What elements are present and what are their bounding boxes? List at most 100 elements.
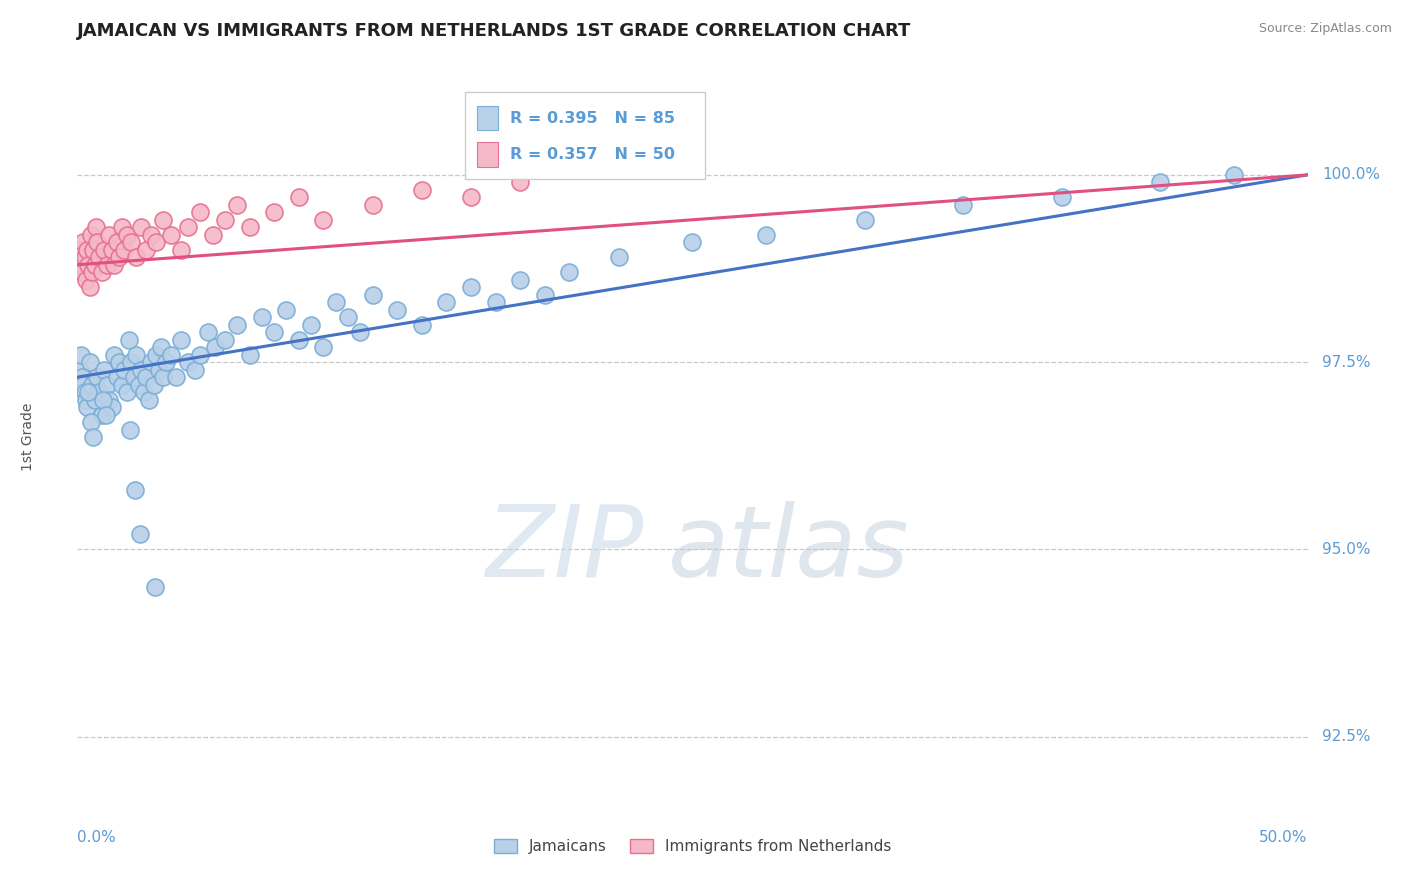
Point	[184, 362, 207, 376]
Point	[1050, 190, 1073, 204]
Point	[239, 348, 262, 362]
Point	[84, 220, 107, 235]
Point	[103, 348, 125, 362]
Point	[82, 377, 104, 392]
Point	[325, 295, 347, 310]
Point	[141, 355, 163, 369]
Point	[82, 243, 104, 257]
Point	[98, 392, 121, 407]
Point	[145, 235, 167, 250]
Text: atlas: atlas	[668, 501, 910, 598]
Point	[76, 400, 98, 414]
Bar	[465, 93, 704, 178]
Bar	[477, 143, 499, 167]
Point	[129, 362, 153, 376]
Point	[93, 243, 115, 257]
Point	[101, 400, 124, 414]
Point	[288, 333, 311, 347]
Text: 0.0%: 0.0%	[77, 830, 117, 846]
Point	[152, 370, 174, 384]
Point	[111, 377, 132, 392]
Point	[121, 235, 143, 250]
Point	[94, 408, 117, 422]
Text: ZIP: ZIP	[485, 501, 644, 598]
Point	[79, 355, 101, 369]
Text: 1st Grade: 1st Grade	[21, 403, 35, 471]
Point	[197, 325, 219, 339]
Text: 100.0%: 100.0%	[1323, 168, 1381, 182]
Point	[607, 250, 630, 264]
Point	[558, 265, 581, 279]
Point	[111, 220, 132, 235]
Point	[125, 250, 148, 264]
Point	[142, 377, 165, 392]
Point	[108, 355, 131, 369]
Point	[214, 212, 236, 227]
Point	[188, 348, 212, 362]
Point	[263, 325, 285, 339]
Point	[385, 302, 409, 317]
Point	[1149, 175, 1171, 189]
Point	[86, 235, 108, 250]
Text: R = 0.395   N = 85: R = 0.395 N = 85	[510, 111, 675, 126]
Point	[70, 348, 93, 362]
Point	[79, 280, 101, 294]
Point	[460, 280, 482, 294]
Point	[170, 333, 193, 347]
Point	[204, 340, 226, 354]
Point	[75, 273, 97, 287]
Point	[118, 333, 141, 347]
Point	[105, 370, 128, 384]
Text: Source: ZipAtlas.com: Source: ZipAtlas.com	[1258, 22, 1392, 36]
Point	[91, 392, 114, 407]
Point	[112, 362, 135, 376]
Point	[299, 318, 322, 332]
Point	[69, 362, 91, 376]
Point	[86, 370, 108, 384]
Point	[72, 235, 94, 250]
Point	[952, 198, 974, 212]
Point	[148, 362, 170, 376]
Point	[129, 220, 153, 235]
Point	[77, 385, 100, 400]
Point	[75, 392, 97, 407]
Point	[121, 355, 143, 369]
Point	[73, 250, 96, 264]
Text: R = 0.357   N = 50: R = 0.357 N = 50	[510, 147, 675, 162]
Point	[138, 392, 160, 407]
Point	[122, 370, 145, 384]
Point	[73, 385, 96, 400]
Point	[165, 370, 187, 384]
Point	[128, 377, 150, 392]
Point	[135, 243, 157, 257]
Legend: Jamaicans, Immigrants from Netherlands: Jamaicans, Immigrants from Netherlands	[488, 833, 897, 860]
Point	[96, 258, 118, 272]
Point	[1223, 168, 1246, 182]
Point	[155, 355, 177, 369]
Point	[120, 423, 142, 437]
Point	[72, 377, 94, 392]
Point	[93, 362, 115, 376]
Point	[125, 348, 148, 362]
Point	[349, 325, 371, 339]
Point	[250, 310, 273, 325]
Point	[90, 408, 114, 422]
Point	[312, 340, 335, 354]
Point	[853, 212, 876, 227]
Text: 50.0%: 50.0%	[1260, 830, 1308, 846]
Bar	[477, 106, 499, 130]
Point	[103, 258, 125, 272]
Point	[105, 235, 128, 250]
Point	[90, 265, 114, 279]
Point	[101, 243, 124, 257]
Point	[201, 227, 224, 242]
Point	[150, 340, 173, 354]
Point	[682, 235, 704, 250]
Point	[124, 483, 146, 497]
Point	[288, 190, 311, 204]
Point	[170, 243, 193, 257]
Point	[226, 198, 249, 212]
Point	[77, 258, 100, 272]
Point	[135, 370, 157, 384]
Point	[115, 385, 138, 400]
